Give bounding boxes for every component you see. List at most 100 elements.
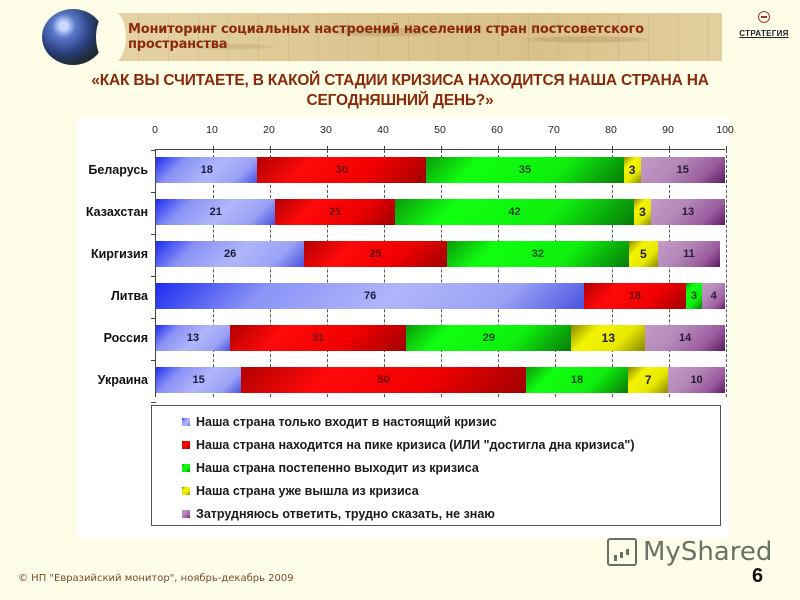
bar-segment: 35 xyxy=(426,157,624,183)
bar-segment: 30 xyxy=(257,157,427,183)
axis-tick-mark xyxy=(270,146,271,150)
legend-swatch-icon xyxy=(182,463,190,472)
bar-row: 15 50 18 7 10 xyxy=(156,367,726,393)
chart-legend: Наша страна только входит в настоящий кр… xyxy=(151,405,721,526)
header-banner: Мониторинг социальных настроений населен… xyxy=(108,13,722,61)
bar-row: 13 31 29 13 14 xyxy=(156,325,725,351)
category-label: Украина xyxy=(97,373,148,387)
bar-segment: 10 xyxy=(668,367,726,393)
legend-swatch-icon xyxy=(182,509,190,518)
watermark-text: MyShared xyxy=(643,537,773,567)
bar-segment: 21 xyxy=(156,199,276,225)
y-axis-tick-mark xyxy=(151,150,156,151)
bar-segment: 3 xyxy=(623,157,641,183)
legend-label: Наша страна только входит в настоящий кр… xyxy=(196,414,497,429)
myshared-watermark: MyShared xyxy=(607,537,772,567)
logo-text: СТРАТЕГИЯ xyxy=(739,29,789,38)
x-tick-label: 90 xyxy=(662,124,674,136)
x-tick-label: 10 xyxy=(206,124,218,136)
legend-swatch-icon xyxy=(182,486,190,495)
axis-tick-mark xyxy=(384,146,385,150)
gridline xyxy=(555,150,556,397)
bar-segment: 42 xyxy=(394,199,634,225)
bar-segment: 3 xyxy=(633,199,652,225)
bar-segment: 29 xyxy=(406,325,572,351)
legend-label: Затрудняюсь ответить, трудно сказать, не… xyxy=(196,506,495,521)
axis-tick-mark xyxy=(498,146,499,150)
gridline xyxy=(384,150,385,397)
legend-label: Наша страна находится на пике кризиса (И… xyxy=(196,437,635,452)
bar-segment: 25 xyxy=(304,241,447,267)
category-label: Киргизия xyxy=(90,247,148,261)
y-axis-tick-mark xyxy=(151,318,156,319)
gridline xyxy=(213,150,214,397)
axis-tick-mark xyxy=(555,146,556,150)
axis-tick-mark xyxy=(213,146,214,150)
x-tick-label: 40 xyxy=(377,124,389,136)
bar-segment: 15 xyxy=(640,157,725,183)
x-tick-label: 20 xyxy=(263,124,275,136)
presentation-board-icon xyxy=(607,538,637,566)
bar-segment: 31 xyxy=(229,325,407,351)
bar-segment: 3 xyxy=(685,283,703,309)
category-label: Литва xyxy=(110,289,148,303)
bar-segment: 50 xyxy=(241,367,526,393)
axis-tick-mark xyxy=(726,146,727,150)
bar-segment: 32 xyxy=(446,241,630,267)
category-label: Казахстан xyxy=(85,205,148,219)
bar-segment: 76 xyxy=(156,283,585,309)
bar-segment: 13 xyxy=(651,199,725,225)
x-tick-label: 100 xyxy=(716,124,734,136)
category-label: Россия xyxy=(103,331,148,345)
x-tick-label: 70 xyxy=(548,124,560,136)
legend-item: Наша страна уже вышла из кризиса xyxy=(182,479,720,502)
bar-segment: 14 xyxy=(645,325,725,351)
gridline xyxy=(726,150,727,397)
legend-label: Наша страна уже вышла из кризиса xyxy=(196,483,419,498)
page-number: 6 xyxy=(752,565,764,587)
bar-row: 21 21 42 3 13 xyxy=(156,199,725,225)
question-line-1: «КАК ВЫ СЧИТАЕТЕ, В КАКОЙ СТАДИИ КРИЗИСА… xyxy=(91,72,709,89)
x-tick-label: 0 xyxy=(152,124,158,136)
legend-item: Наша страна находится на пике кризиса (И… xyxy=(182,433,720,456)
axis-tick-mark xyxy=(669,146,670,150)
axis-tick-mark xyxy=(612,146,613,150)
y-axis-tick-mark xyxy=(151,276,156,277)
legend-swatch-icon xyxy=(182,417,190,426)
legend-item: Затрудняюсь ответить, трудно сказать, не… xyxy=(182,502,720,525)
x-tick-label: 60 xyxy=(491,124,503,136)
banner-notch xyxy=(96,10,126,64)
category-label: Беларусь xyxy=(88,163,148,177)
axis-tick-mark xyxy=(441,146,442,150)
bar-segment: 18 xyxy=(156,157,258,183)
bar-row: 18 30 35 3 15 xyxy=(156,157,725,183)
bar-segment: 18 xyxy=(525,367,629,393)
bar-segment: 18 xyxy=(584,283,686,309)
logo-circle-icon xyxy=(758,11,770,23)
y-axis-tick-mark xyxy=(151,402,156,403)
strategiya-logo: СТРАТЕГИЯ xyxy=(736,8,792,48)
axis-tick-mark xyxy=(327,146,328,150)
legend-swatch-icon xyxy=(182,440,190,449)
y-axis-tick-mark xyxy=(151,192,156,193)
gridline xyxy=(327,150,328,397)
x-axis-ticks: 0 10 20 30 40 50 60 70 80 90 100 xyxy=(77,124,734,138)
bar-segment: 26 xyxy=(156,241,305,267)
copyright-footer: © НП "Евразийский монитор", ноябрь-декаб… xyxy=(18,573,294,584)
gridline xyxy=(498,150,499,397)
legend-label: Наша страна постепенно выходит из кризис… xyxy=(196,460,479,475)
bar-segment: 5 xyxy=(629,241,658,267)
bar-row: 26 25 32 5 11 xyxy=(156,241,725,267)
gridline xyxy=(441,150,442,397)
x-tick-label: 30 xyxy=(320,124,332,136)
x-tick-label: 50 xyxy=(434,124,446,136)
x-tick-label: 80 xyxy=(605,124,617,136)
bar-segment: 7 xyxy=(628,367,669,393)
y-axis-tick-mark xyxy=(151,360,156,361)
gridline xyxy=(612,150,613,397)
legend-item: Наша страна постепенно выходит из кризис… xyxy=(182,456,720,479)
banner-title: Мониторинг социальных настроений населен… xyxy=(128,22,644,52)
globe-logo xyxy=(42,9,104,65)
legend-item: Наша страна только входит в настоящий кр… xyxy=(182,410,720,433)
plot-area: Беларусь 18 30 35 3 15 Казахстан 21 21 42 3 13 Кирги… xyxy=(86,146,727,403)
